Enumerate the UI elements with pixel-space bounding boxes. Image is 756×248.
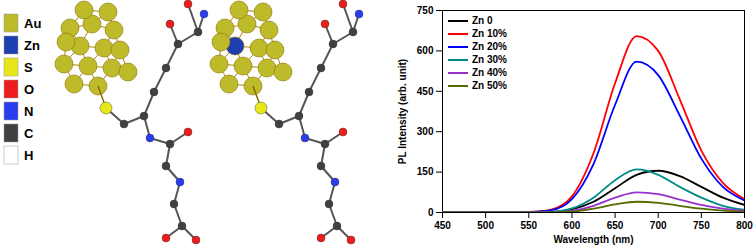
html-text:Zn 20%: Zn 20% [472, 41, 507, 52]
html-text:Zn 40%: Zn 40% [472, 67, 507, 78]
svg-text:H: H [24, 148, 33, 163]
svg-text:150: 150 [417, 166, 434, 177]
svg-text:450: 450 [417, 86, 434, 97]
svg-text:750: 750 [417, 5, 434, 16]
svg-text:800: 800 [736, 220, 753, 231]
svg-text:PL Intensity (arb. unit): PL Intensity (arb. unit) [397, 59, 408, 164]
svg-text:700: 700 [650, 220, 667, 231]
svg-text:500: 500 [477, 220, 494, 231]
svg-text:0: 0 [428, 207, 434, 218]
svg-text:C: C [24, 126, 34, 141]
svg-text:750: 750 [693, 220, 710, 231]
svg-text:N: N [24, 104, 33, 119]
svg-text:550: 550 [520, 220, 537, 231]
svg-text:450: 450 [434, 220, 451, 231]
svg-text:Wavelength (nm): Wavelength (nm) [553, 234, 633, 245]
svg-text:O: O [24, 82, 34, 97]
svg-text:Au: Au [24, 16, 41, 31]
html-text:Zn 0: Zn 0 [472, 15, 493, 26]
svg-text:600: 600 [564, 220, 581, 231]
html-text:Zn 30%: Zn 30% [472, 54, 507, 65]
svg-text:600: 600 [417, 45, 434, 56]
svg-text:Zn: Zn [24, 38, 40, 53]
svg-text:650: 650 [607, 220, 624, 231]
svg-text:S: S [24, 60, 33, 75]
html-text:Zn 10%: Zn 10% [472, 28, 507, 39]
html-text:Zn 50%: Zn 50% [472, 80, 507, 91]
svg-text:300: 300 [417, 126, 434, 137]
